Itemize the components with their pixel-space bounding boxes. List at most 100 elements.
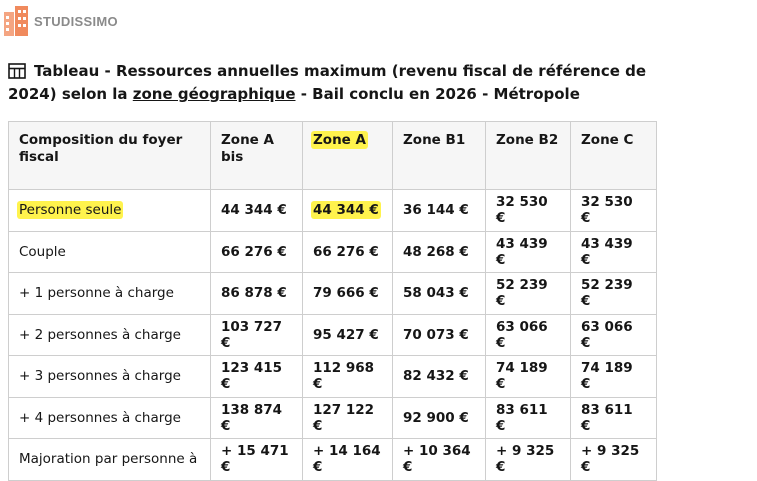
header-cell: Zone A [302,121,393,190]
table-cell: 74 189 € [485,355,571,398]
table-cell: 79 666 € [302,272,393,315]
table-row: Majoration par personne à + 15 471 € + 14 … [8,438,657,481]
table-row: + 3 personnes à charge 123 415 € 112 968 €… [8,355,657,398]
table-cell: 32 530 € [485,189,571,232]
cell-text: 44 344 € [311,201,381,220]
cell-text: 52 239 € [496,277,548,310]
table-cell: 70 073 € [392,313,486,356]
page: STUDISSIMO Tableau - Ressources annuelle… [2,6,668,481]
table-row: Personne seule 44 344 € 44 344 € 36 144 € 32… [8,189,657,232]
table-cell: Majoration par personne à [8,438,211,481]
header-cell: Zone B2 [485,121,571,190]
table-cell: 83 611 € [570,396,657,439]
table-row: + 1 personne à charge 86 878 € 79 666 € 58 … [8,272,657,315]
cell-text: 127 122 € [313,401,375,434]
cell-text: + 9 325 € [581,443,640,476]
table-cell: 48 268 € [392,230,486,273]
table-cell: 44 344 € [302,189,393,232]
logo-text: STUDISSIMO [34,13,118,29]
table-cell: + 15 471 € [210,438,303,481]
table-cell: 112 968 € [302,355,393,398]
cell-text: Majoration par personne à [19,451,198,468]
header-text: Zone B2 [496,132,559,148]
cell-text: + 15 471 € [221,443,289,476]
table-cell: 43 439 € [485,230,571,273]
table: Composition du foyer fiscal Zone A bis Zon… [8,121,657,481]
title-text: Tableau - Ressources annuelles maximum (… [8,62,647,103]
cell-text: + 3 personnes à charge [19,368,181,385]
header-cell: Zone B1 [392,121,486,190]
table-cell: + 3 personnes à charge [8,355,211,398]
table-cell: 74 189 € [570,355,657,398]
table-cell: 127 122 € [302,396,393,439]
table-cell: 44 344 € [210,189,303,232]
cell-text: 86 878 € [221,285,287,302]
cell-text: + 9 325 € [496,443,555,476]
table-title: Tableau - Ressources annuelles maximum (… [8,60,668,106]
cell-text: 79 666 € [313,285,379,302]
cell-text: 43 439 € [581,235,633,268]
cell-text: 83 611 € [496,401,548,434]
cell-text: 44 344 € [221,202,287,219]
table-cell: 66 276 € [302,230,393,273]
cell-text: 70 073 € [403,326,469,343]
table-cell: 32 530 € [570,189,657,232]
cell-text: 82 432 € [403,368,469,385]
table-row: + 2 personnes à charge 103 727 € 95 427 € 7… [8,313,657,356]
table-cell: 58 043 € [392,272,486,315]
table-cell: + 9 325 € [485,438,571,481]
table-cell: 83 611 € [485,396,571,439]
cell-text: 74 189 € [581,360,633,393]
cell-text: + 14 164 € [313,443,381,476]
table-cell: 52 239 € [570,272,657,315]
cell-text: 66 276 € [221,243,287,260]
table-cell: Couple [8,230,211,273]
table-cell: 52 239 € [485,272,571,315]
table-cell: + 1 personne à charge [8,272,211,315]
header-text: Composition du foyer fiscal [19,132,183,165]
table-row: Couple 66 276 € 66 276 € 48 268 € 43 439 € 43… [8,230,657,273]
table-cell: 138 874 € [210,396,303,439]
cell-text: 74 189 € [496,360,548,393]
title-text: - Bail conclu en 2026 - Métropole [295,85,580,103]
table-cell: + 14 164 € [302,438,393,481]
table-cell: 82 432 € [392,355,486,398]
table-cell: 63 066 € [570,313,657,356]
cell-text: + 4 personnes à charge [19,409,181,426]
table-row: + 4 personnes à charge 138 874 € 127 122 €… [8,396,657,439]
cell-text: 43 439 € [496,235,548,268]
header-cell: Zone A bis [210,121,303,190]
cell-text: Personne seule [17,201,124,220]
cell-text: + 2 personnes à charge [19,326,181,343]
cell-text: 83 611 € [581,401,633,434]
logo-icon [4,6,28,36]
table-cell: 66 276 € [210,230,303,273]
table-icon [8,63,26,79]
cell-text: + 10 364 € [403,443,471,476]
cell-text: 92 900 € [403,409,469,426]
cell-text: 63 066 € [496,318,548,351]
header-cell: Zone C [570,121,657,190]
table-cell: 92 900 € [392,396,486,439]
header-text: Zone A [311,131,368,149]
title-link[interactable]: zone géographique [132,85,296,103]
table-cell: + 4 personnes à charge [8,396,211,439]
table-cell: 123 415 € [210,355,303,398]
cell-text: 103 727 € [221,318,283,351]
header-text: Zone B1 [403,132,466,148]
header-text: Zone A bis [221,132,274,165]
cell-text: 52 239 € [581,277,633,310]
cell-text: 48 268 € [403,243,469,260]
cell-text: 95 427 € [313,326,379,343]
logo: STUDISSIMO [2,6,118,36]
table-cell: 43 439 € [570,230,657,273]
table-cell: 95 427 € [302,313,393,356]
cell-text: 58 043 € [403,285,469,302]
cell-text: 123 415 € [221,360,283,393]
cell-text: + 1 personne à charge [19,285,174,302]
cell-text: 32 530 € [496,194,548,227]
table-cell: + 10 364 € [392,438,486,481]
table-cell: 86 878 € [210,272,303,315]
table-cell: Personne seule [8,189,211,232]
table-cell: 103 727 € [210,313,303,356]
